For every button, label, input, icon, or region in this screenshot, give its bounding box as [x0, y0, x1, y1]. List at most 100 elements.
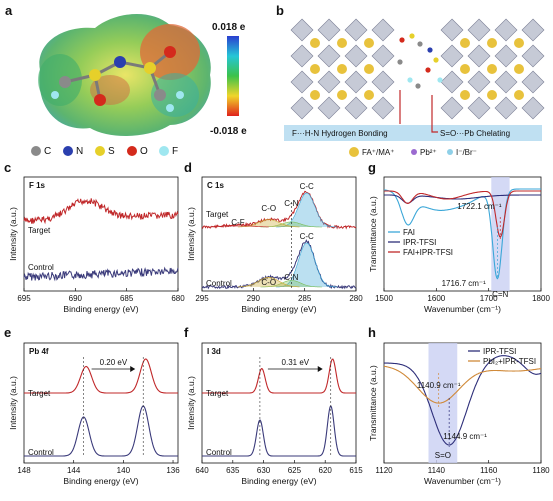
a-site-cation-1-1-2: [514, 64, 524, 74]
a-site-cation-1-1-1: [487, 64, 497, 74]
plot-frame: [383, 342, 542, 464]
panel-title: I 3d: [207, 347, 221, 356]
panel-g: g 1500 1600 1700 1800 Wavenumber (cm⁻¹) Transm…: [368, 160, 550, 314]
legend-label: FAI+IPR-TFSI: [403, 248, 453, 257]
legend-label: IPR-TFSI: [403, 238, 436, 247]
legend-atom-o: O: [140, 146, 148, 157]
legend-atom-o-swatch: [127, 146, 137, 156]
annotation-cc-target: C-C: [300, 182, 314, 191]
series-control-line: [202, 405, 356, 457]
series-control-line: [23, 266, 179, 282]
x-tick-label: 1700: [480, 294, 498, 303]
series-pbi2-ipr-tfsi-line: [383, 365, 542, 404]
octahedron-1-1-0: [440, 44, 464, 68]
octahedron-1-3-3: [521, 96, 545, 120]
panel-e: e 148 144 140 136 Binding energy (eV) Intensit…: [4, 325, 180, 486]
legend-atom-s: S: [108, 146, 115, 157]
x-tick-label: 680: [171, 294, 185, 303]
octahedron-0-2-3: [371, 70, 395, 94]
molecule-atom-3: [427, 47, 433, 53]
annotation-cn: C=N: [492, 290, 508, 299]
annotation-co-target: C-O: [261, 204, 276, 213]
x-tick-label: 625: [288, 466, 302, 475]
panel-h-letter: h: [368, 325, 376, 340]
x-tick-label: 1500: [375, 294, 393, 303]
x-tick-label: 285: [298, 294, 312, 303]
x-tick-label: 1600: [427, 294, 445, 303]
a-site-cation-0-2-1: [337, 90, 347, 100]
x-tick-label: 290: [247, 294, 261, 303]
x-axis-label: Binding energy (eV): [63, 304, 138, 314]
panel-title: F 1s: [29, 181, 46, 190]
series-target-label: Target: [28, 389, 51, 398]
series-target-line: [202, 358, 356, 394]
a-site-cation-1-2-0: [460, 90, 470, 100]
interaction-band: [284, 125, 542, 141]
legend-atom-f: F: [172, 146, 178, 157]
octahedron-0-2-2: [344, 70, 368, 94]
series-target-line: [24, 358, 178, 394]
highlight-band: [428, 343, 458, 463]
a-site-cation-0-0-2: [364, 38, 374, 48]
panel-title: C 1s: [207, 181, 224, 190]
a-site-cation-1-0-1: [487, 38, 497, 48]
octahedron-1-0-1: [467, 18, 491, 42]
annotation-cn-control: C-N: [284, 273, 298, 282]
legend-label: IPR-TFSI: [483, 347, 516, 356]
molecule-atom-0: [399, 37, 405, 43]
x-axis-label: Wavenumber (cm⁻¹): [424, 304, 501, 314]
panel-f-letter: f: [184, 325, 189, 340]
chelate-label: S=O···Pb Chelating: [440, 129, 510, 138]
octahedron-1-3-2: [494, 96, 518, 120]
annotation-so: S=O: [435, 451, 451, 460]
esp-molecule-surface: [38, 13, 211, 136]
shift-annotation: 0.31 eV: [282, 358, 310, 367]
octahedron-0-2-1: [317, 70, 341, 94]
octahedron-1-0-0: [440, 18, 464, 42]
a-site-cation-1-2-2: [514, 90, 524, 100]
a-site-cation-0-2-0: [310, 90, 320, 100]
annotation-1144: 1144.9 cm⁻¹: [443, 432, 487, 441]
x-axis-label: Binding energy (eV): [63, 476, 138, 486]
x-tick-label: 635: [226, 466, 240, 475]
x-tick-label: 685: [120, 294, 134, 303]
colorbar-min-label: -0.018 e: [210, 126, 247, 137]
colorbar: [227, 36, 239, 116]
x-tick-label: 280: [349, 294, 363, 303]
x-axis-label: Wavenumber (cm⁻¹): [424, 476, 501, 486]
panel-a-letter: a: [5, 3, 13, 18]
chart-panels: c 695 690 685 680 Binding energy (eV) Intensit…: [4, 160, 550, 486]
panel-c-letter: c: [4, 160, 11, 175]
molecule-atom-4: [433, 57, 439, 63]
panel-b-letter: b: [276, 3, 284, 18]
x-tick-label: 630: [257, 466, 271, 475]
series-target-label: Target: [206, 210, 229, 219]
x-tick-label: 136: [166, 466, 180, 475]
series-control-line: [201, 239, 357, 290]
octahedron-0-3-0: [290, 96, 314, 120]
a-site-cation-1-0-0: [460, 38, 470, 48]
molecule-atom-9: [397, 59, 403, 65]
hbond-label: F···H-N Hydrogen Bonding: [292, 129, 388, 138]
annotation-cf-target: C-F: [231, 218, 244, 227]
atom-legend: C N S O F: [31, 146, 178, 157]
x-tick-label: 1140: [428, 466, 446, 475]
plot-frame: [201, 176, 357, 292]
legend-atom-f-swatch: [159, 146, 169, 156]
y-axis-label: Intensity (a.u.): [186, 376, 196, 430]
series-target-line: [23, 198, 179, 225]
a-site-cation-1-2-1: [487, 90, 497, 100]
series-control-line-fit-component: [275, 242, 338, 288]
annotation-cc-control: C-C: [300, 232, 314, 241]
ipr-tfsi-molecule: [397, 33, 443, 89]
a-site-cation-1-1-0: [460, 64, 470, 74]
molecule-atom-7: [415, 83, 421, 89]
series-control-label: Control: [28, 263, 54, 272]
x-tick-label: 690: [69, 294, 83, 303]
y-axis-label: Intensity (a.u.): [8, 207, 18, 261]
x-tick-label: 620: [319, 466, 333, 475]
a-site-cation-0-0-0: [310, 38, 320, 48]
perovskite-lattice: [290, 18, 545, 120]
